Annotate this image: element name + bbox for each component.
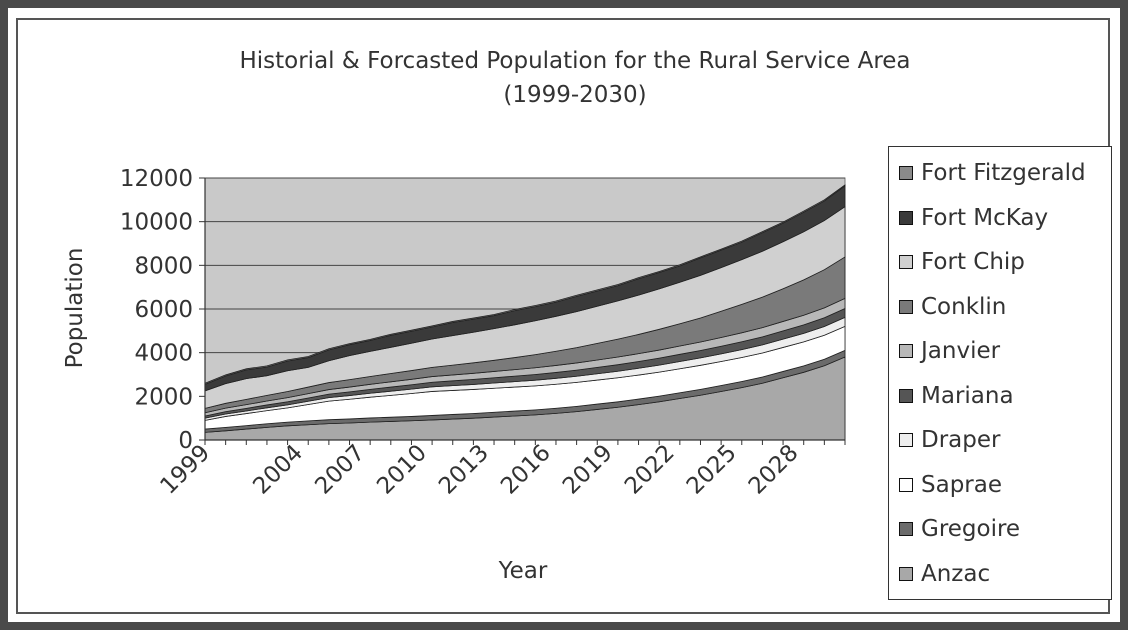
legend-swatch [899,299,913,314]
x-tick-label: 2007 [310,440,370,500]
y-tick-label: 0 [178,428,193,454]
chart-subtitle: (1999-2030) [503,82,647,108]
legend-swatch [899,522,913,536]
y-tick-label: 10000 [120,210,193,236]
legend-item-conklin: Conklin [899,287,1006,327]
legend-item-gregoire: Gregoire [899,509,1020,549]
legend-label: Draper [921,427,1001,453]
legend-item-mariana: Mariana [899,376,1014,416]
area-series-fort-fitzgerald [204,184,846,385]
legend-item-fort-mckay: Fort McKay [899,198,1048,238]
legend-label: Fort Chip [921,249,1025,275]
legend-label: Mariana [921,382,1014,409]
legend-swatch [899,166,913,180]
y-tick-label: 8000 [134,253,193,279]
x-axis-label: Year [498,558,548,584]
legend-item-janvier: Janvier [899,331,1000,371]
legend-item-fort-chip: Fort Chip [899,242,1025,282]
x-tick-label: 2019 [558,440,618,500]
legend-swatch [899,388,913,403]
x-tick-label: 2013 [434,440,494,500]
legend-swatch [899,433,913,447]
y-axis-label: Population [62,248,88,369]
x-tick-label: 2004 [248,440,308,500]
x-tick-label: 2022 [620,440,680,500]
x-tick-label: 2028 [744,440,804,500]
legend-label: Fort Fitzgerald [921,160,1086,186]
legend-swatch [899,210,913,225]
legend-item-anzac: Anzac [899,554,990,594]
legend-label: Anzac [921,560,991,587]
legend-item-fort-fitzgerald: Fort Fitzgerald [899,153,1086,193]
x-tick-label: 2016 [496,440,556,500]
legend-label: Janvier [921,338,1001,364]
legend-item-draper: Draper [899,420,1000,460]
chart-title-block: Historial & Forcasted Population for the… [0,44,1128,112]
y-tick-label: 12000 [120,166,193,192]
legend-label: Fort McKay [921,204,1049,231]
chart-title: Historial & Forcasted Population for the… [239,48,911,74]
legend-label: Conklin [921,293,1007,320]
legend-swatch [899,255,913,269]
legend-item-saprae: Saprae [899,465,1002,505]
legend-swatch [899,477,913,492]
legend-swatch [899,344,913,358]
legend-label: Saprae [921,471,1002,498]
chart-legend: Fort Fitzgerald Fort McKay Fort Chip Conkli… [888,146,1112,600]
y-tick-label: 6000 [134,297,193,323]
y-tick-label: 4000 [134,341,193,367]
legend-swatch [899,566,913,581]
y-tick-label: 2000 [134,384,193,410]
x-tick-label: 2010 [372,440,432,500]
x-tick-label: 2025 [682,440,742,500]
legend-label: Gregoire [921,516,1021,542]
